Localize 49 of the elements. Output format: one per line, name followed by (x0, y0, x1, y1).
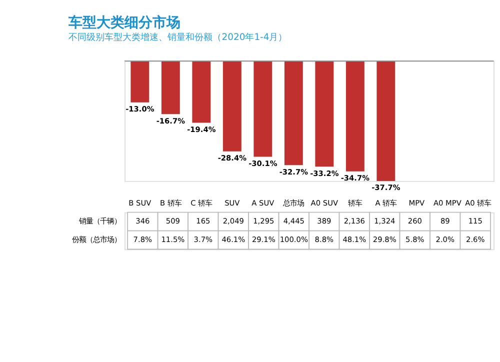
x-tick-label: A SUV (252, 198, 274, 208)
x-tick-label: SUV (224, 198, 240, 208)
chart-subtitle: 不同级别车型大类增速、销量和份额（2020年1-4月） (68, 32, 288, 43)
x-tick-label: MPV (408, 198, 425, 208)
data-label: -37.7% (372, 183, 401, 192)
text: 46.1% (222, 234, 246, 244)
text: 2.0% (436, 234, 455, 244)
text: 29.8% (372, 234, 396, 244)
text: 1,295 (253, 216, 275, 226)
x-tick-label: A 轿车 (375, 198, 397, 208)
data-label: -13.0% (126, 104, 155, 114)
x-tick-label: A0 MPV (433, 198, 462, 208)
data-label: -30.1% (248, 159, 278, 168)
data-label: -34.7% (340, 174, 370, 183)
text: 260 (408, 216, 422, 226)
text: 11.5% (161, 234, 185, 244)
text: 8.8% (314, 234, 334, 244)
text: 7.8% (133, 234, 152, 244)
text: 销量（千辆） (78, 216, 121, 226)
text: 29.1% (252, 234, 276, 244)
text: 509 (166, 216, 180, 226)
text: 346 (136, 216, 150, 226)
text: 4,445 (283, 216, 305, 226)
data-label: -19.4% (187, 124, 216, 134)
text: 2,049 (222, 216, 244, 226)
text: 2.6% (466, 234, 485, 244)
text: 2,136 (344, 216, 366, 226)
text: 389 (317, 216, 332, 226)
data-label: -32.7% (279, 167, 309, 176)
text: 份额（总市场） (72, 234, 121, 244)
chart-title: 车型大类细分市场 (68, 14, 181, 31)
data-label: -33.2% (310, 168, 340, 178)
text: 1,324 (374, 216, 396, 226)
text: 115 (468, 216, 483, 226)
data-label: -28.4% (218, 154, 248, 163)
x-tick-label: C 轿车 (190, 198, 212, 208)
x-tick-label: B SUV (128, 198, 152, 208)
text: 48.1% (342, 234, 366, 244)
x-tick-label: 轿车 (348, 198, 362, 208)
text: 89 (440, 216, 450, 226)
data-label: -16.7% (156, 116, 186, 126)
text: 5.8% (406, 234, 424, 244)
text: 165 (196, 216, 211, 226)
x-tick-label: A0 SUV (310, 198, 338, 208)
x-tick-label: 总市场 (282, 198, 304, 208)
x-tick-label: A0 轿车 (465, 198, 492, 208)
x-tick-label: B 轿车 (160, 198, 182, 208)
text: 3.7% (194, 234, 213, 244)
text: 100.0% (280, 234, 308, 244)
